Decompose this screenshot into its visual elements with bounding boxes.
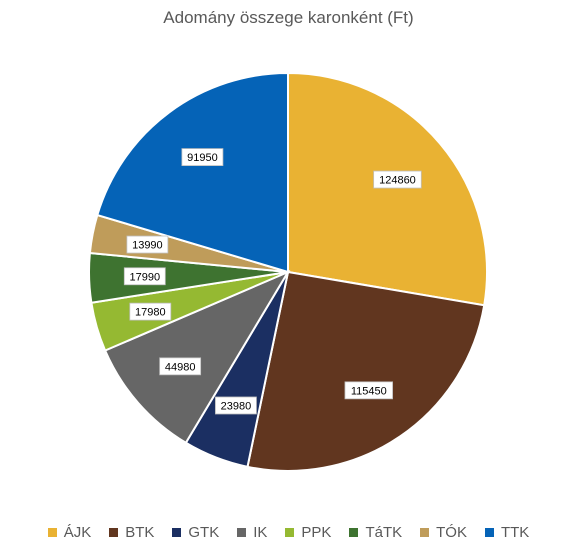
legend-label: PPK <box>301 524 332 541</box>
chart-title: Adomány összege karonként (Ft) <box>163 8 414 27</box>
legend-item-gtk: GTK <box>172 524 219 541</box>
legend-swatch <box>484 528 494 537</box>
data-label-value: 115450 <box>351 385 387 397</box>
legend-label: TáTK <box>365 524 403 541</box>
data-label-value: 124860 <box>379 175 416 187</box>
legend-item-ttk: TTK <box>484 524 530 541</box>
legend-label: GTK <box>188 524 220 541</box>
legend-label: TTK <box>500 524 530 541</box>
legend-swatch <box>109 528 119 537</box>
legend-swatch <box>420 528 430 537</box>
data-label-value: 91950 <box>187 152 218 164</box>
legend-item-btk: BTK <box>109 524 154 541</box>
legend-swatch <box>237 528 247 537</box>
data-label-value: 13990 <box>132 240 163 252</box>
data-label-tátk: 17990 <box>123 267 166 286</box>
data-label-tók: 13990 <box>126 235 169 254</box>
pie-slice-ttk <box>96 71 289 274</box>
data-label-ájk: 124860 <box>373 170 422 189</box>
data-label-gtk: 23980 <box>215 396 257 415</box>
legend-item-ájk: ÁJK <box>47 524 92 541</box>
legend-swatch <box>285 528 295 537</box>
legend: ÁJK BTK GTK IK PPK TáTK TÓK TTK <box>0 524 577 541</box>
data-label-value: 44980 <box>165 361 196 373</box>
legend-item-tók: TÓK <box>420 524 467 541</box>
legend-label: BTK <box>125 524 155 541</box>
legend-item-tátk: TáTK <box>349 524 402 541</box>
legend-swatch <box>349 528 359 537</box>
legend-label: ÁJK <box>63 524 92 541</box>
legend-label: IK <box>253 524 268 541</box>
pie-chart: 124860 115450 23980 44980 17980 17990 13990 919… <box>88 71 488 472</box>
data-label-ttk: 91950 <box>181 148 224 166</box>
legend-swatch <box>172 528 182 537</box>
pie-slice-ájk <box>287 71 488 307</box>
legend-swatch <box>47 528 57 537</box>
legend-item-ppk: PPK <box>285 524 331 541</box>
pie-slices <box>88 71 488 472</box>
pie-slice-ik <box>103 269 291 445</box>
data-label-value: 17980 <box>135 307 166 319</box>
legend-label: TÓK <box>436 524 467 541</box>
data-labels: 124860 115450 23980 44980 17980 17990 13990 919… <box>123 148 422 415</box>
pie-slice-btk <box>246 270 486 472</box>
legend-item-ik: IK <box>237 524 267 541</box>
data-label-btk: 115450 <box>344 381 393 400</box>
data-label-ppk: 17980 <box>129 302 172 321</box>
data-label-ik: 44980 <box>159 357 202 376</box>
data-label-value: 23980 <box>221 400 252 412</box>
data-label-value: 17990 <box>129 271 160 283</box>
